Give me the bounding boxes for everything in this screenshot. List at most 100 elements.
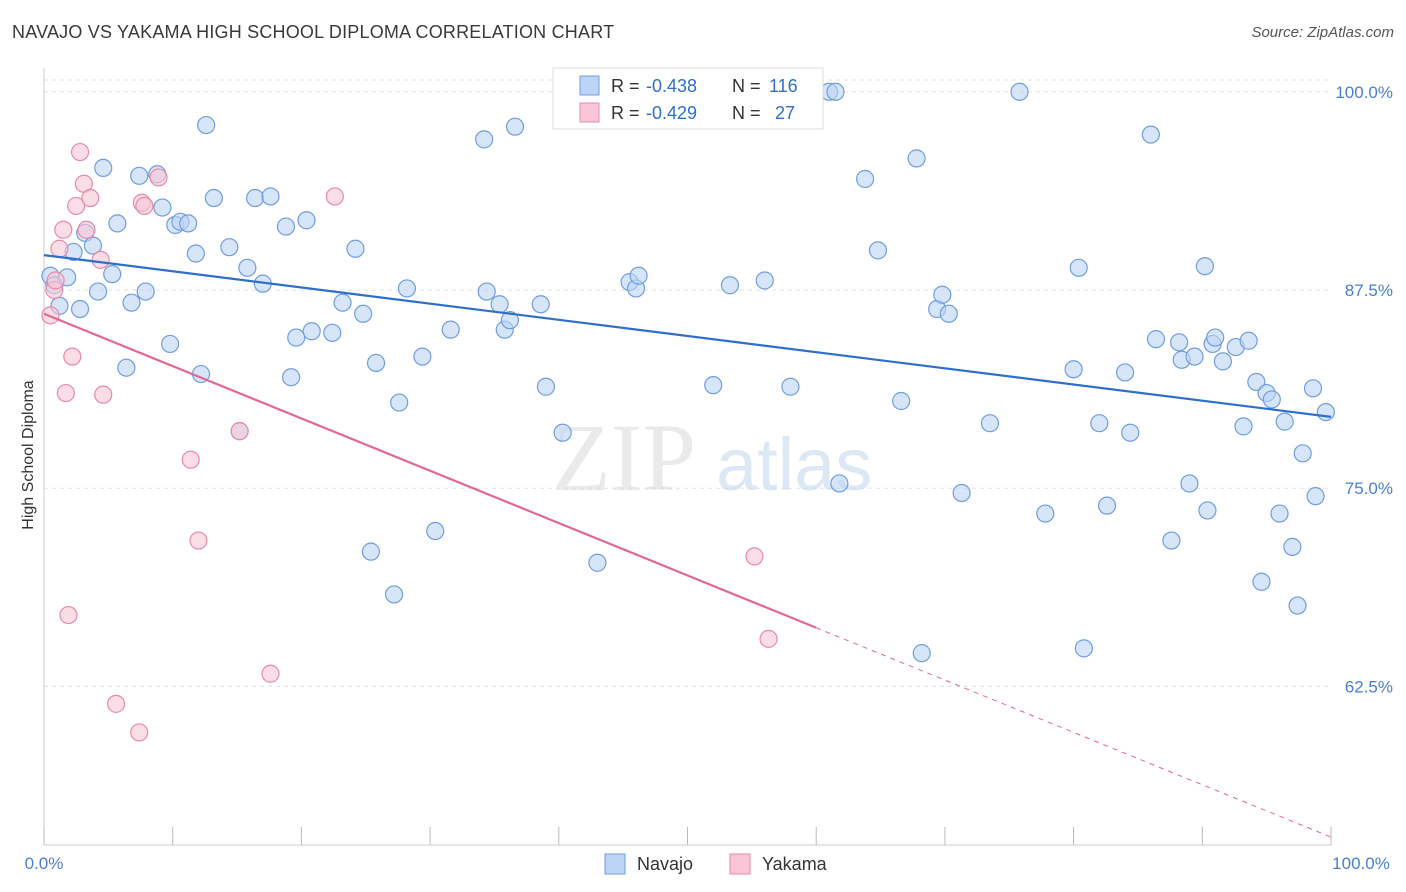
yakama-point [63,347,82,366]
navajo-point [830,474,849,493]
navajo-point [1247,372,1266,392]
navajo-point [1303,379,1323,398]
watermark: ZIP atlas [552,404,872,511]
yakama-point [106,694,126,713]
legend-bottom-yakama-label[interactable]: Yakama [762,854,828,874]
navajo-point [868,241,888,260]
watermark-atlas: atlas [716,423,872,506]
navajo-point [108,214,127,233]
legend-bottom-navajo-swatch[interactable] [604,853,626,875]
navajo-point [720,276,740,295]
y-axis-label: High School Diploma [20,380,37,530]
navajo-point [1288,596,1307,615]
yakama-trend-line [43,312,817,629]
yakama-point [325,187,344,206]
navajo-point [282,368,301,387]
navajo-point [261,187,280,206]
navajo-point [204,188,223,208]
navajo-point [1064,360,1083,379]
navajo-point [354,304,373,323]
y-tick-label: 62.5% [1345,677,1393,696]
navajo-point [1195,257,1214,276]
y-tick-label: 100.0% [1335,83,1393,102]
navajo-point [1283,537,1302,556]
navajo-point [1069,258,1088,277]
yakama-point [77,220,96,239]
navajo-point [531,295,550,314]
navajo-point [475,130,494,149]
yakama-point [94,385,113,404]
navajo-point [1198,501,1217,520]
navajo-point [130,166,149,185]
navajo-point [1262,390,1281,409]
legend-navajo-n-value: 116 [769,76,798,96]
navajo-point [1252,572,1271,591]
navajo-point [1036,504,1055,523]
navajo-point [153,198,172,217]
legend-yakama-n-value: 27 [775,103,795,123]
navajo-point [361,542,380,561]
legend-bottom-navajo-label[interactable]: Navajo [637,854,693,874]
yakama-point [91,250,110,269]
navajo-point [161,334,180,354]
legend-yakama-r-value: -0.429 [646,103,697,123]
navajo-point [220,238,239,257]
x-tick-label-right: 100.0% [1332,854,1390,873]
navajo-point [933,285,952,304]
yakama-point [46,271,65,290]
navajo-point [629,266,648,285]
navajo-point [490,295,509,314]
legend-series: Navajo Yakama [604,853,828,875]
navajo-point [1316,403,1335,422]
navajo-trend-line [43,254,1332,418]
navajo-point [1234,417,1253,436]
navajo-point [704,376,723,395]
navajo-point [83,236,103,255]
navajo-point [500,311,519,330]
yakama-point [181,450,200,469]
navajo-point [197,115,216,135]
navajo-point [553,423,572,442]
navajo-point [1074,639,1093,658]
navajo-point [755,271,774,290]
navajo-point [912,644,931,663]
navajo-point [1213,352,1232,371]
navajo-point [1097,496,1117,515]
legend-stats: R = -0.438 N = 116 R = -0.429 N = 27 [552,67,824,130]
chart-title: NAVAJO VS YAKAMA HIGH SCHOOL DIPLOMA COR… [12,22,615,42]
navajo-point [1115,363,1135,382]
navajo-point [1162,531,1181,550]
navajo-point [333,293,352,312]
navajo-point [477,282,496,301]
yakama-point [745,547,764,566]
navajo-point [384,585,404,604]
navajo-point [952,483,971,503]
navajo-point [781,377,800,396]
axis-layer [43,68,1332,846]
y-tick-label: 75.0% [1345,479,1393,498]
tick-label-layer: 0.0% 100.0% 100.0% 87.5% 75.0% 62.5% [25,83,1393,873]
legend-yakama-r-label: R = [611,103,640,123]
navajo-point [117,358,136,377]
navajo-point [94,158,113,177]
navajo-point [1090,414,1109,433]
navajo-point [1206,328,1225,347]
legend-bottom-yakama-swatch[interactable] [729,853,751,875]
navajo-point [1146,330,1166,349]
yakama-trend-extension [816,627,1332,838]
legend-navajo-r-value: -0.438 [646,76,697,96]
navajo-point [588,553,607,572]
yakama-point [59,605,78,625]
y-tick-label: 87.5% [1345,281,1393,300]
navajo-point [1180,474,1199,493]
navajo-point [390,393,409,412]
navajo-point [238,258,257,277]
navajo-point [1185,347,1204,366]
chart-source: Source: ZipAtlas.com [1251,24,1394,41]
navajo-point [536,377,556,396]
navajo-point [276,217,296,236]
navajo-point [1010,82,1029,101]
navajo-point [1306,487,1325,506]
legend-navajo-n-label: N = [732,76,761,96]
